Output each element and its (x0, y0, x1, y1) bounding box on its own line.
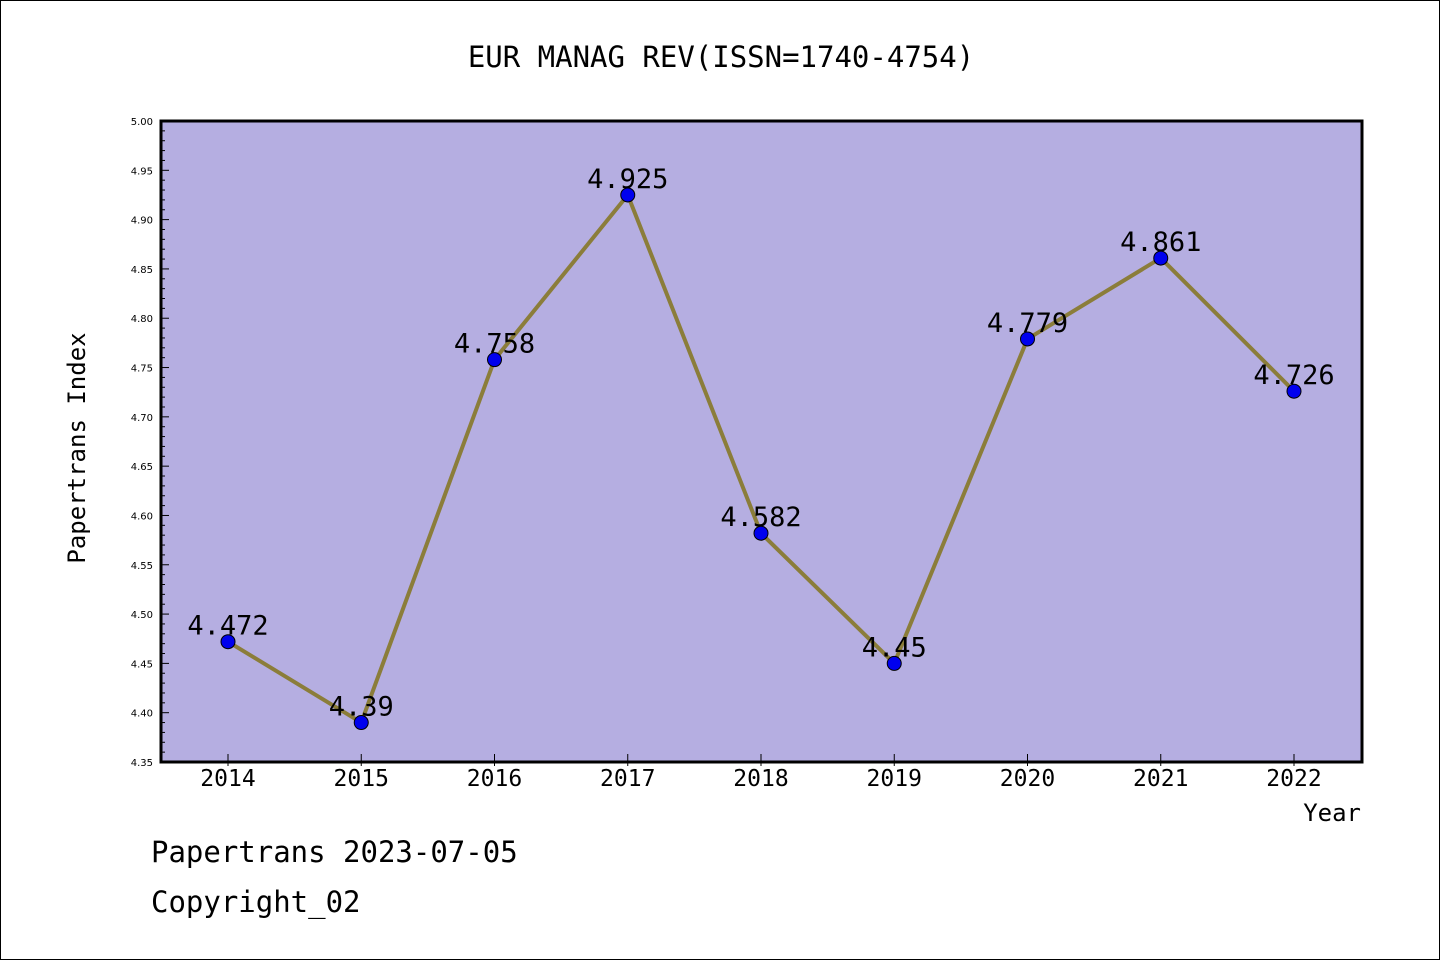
y-tick-label: 4.80 (131, 314, 153, 325)
x-tick-label: 2021 (1133, 766, 1188, 792)
y-tick-label: 4.65 (131, 462, 153, 473)
data-point (487, 352, 502, 368)
footer-date: Papertrans 2023-07-05 (151, 835, 518, 869)
y-axis: 4.35 4.40 4.45 4.50 4.55 4.60 4.65 4.70 4.75 4.80… (131, 117, 169, 769)
y-tick-label: 4.60 (131, 511, 153, 522)
data-label: 4.472 (187, 611, 268, 642)
y-tick-label: 4.90 (131, 216, 153, 227)
x-axis: 2014 2015 2016 2017 2018 2019 2020 2021 2022 (200, 754, 1322, 792)
y-tick-label: 4.40 (131, 709, 153, 720)
x-axis-label: Year (1303, 799, 1361, 827)
data-point (886, 655, 902, 671)
data-point (1020, 331, 1035, 347)
data-label: 4.45 (862, 632, 927, 663)
data-label: 4.582 (720, 502, 801, 533)
data-label: 4.925 (587, 164, 668, 195)
data-point (753, 525, 769, 541)
y-tick-label: 4.75 (131, 364, 153, 375)
footer-copyright: Copyright_02 (151, 885, 361, 919)
y-tick-label: 5.00 (131, 117, 153, 128)
x-tick-label: 2022 (1266, 766, 1321, 792)
y-axis-label: Papertrans Index (63, 332, 91, 563)
data-point (353, 715, 369, 731)
y-tick-label: 4.85 (131, 265, 153, 276)
data-label: 4.758 (454, 329, 535, 360)
y-tick-label: 4.55 (131, 561, 153, 572)
plot-area (159, 119, 1364, 764)
y-tick-label: 4.95 (131, 166, 153, 177)
y-tick-label: 4.45 (131, 659, 153, 670)
x-tick-label: 2016 (467, 766, 522, 792)
y-tick-label: 4.35 (131, 758, 153, 769)
x-tick-label: 2018 (733, 766, 788, 792)
x-tick-label: 2019 (867, 766, 922, 792)
data-label-group: 4.472 4.39 4.758 4.925 4.582 4.45 4.779 4.861 4.… (187, 164, 1334, 723)
data-point (1286, 383, 1302, 399)
data-point (220, 634, 236, 650)
marker-group (220, 187, 1302, 731)
x-tick-label: 2020 (1000, 766, 1055, 792)
plot-background (159, 119, 1364, 764)
data-point (620, 187, 636, 203)
y-tick-label: 4.70 (131, 413, 153, 424)
y-tick-label: 4.50 (131, 610, 153, 621)
x-tick-label: 2017 (600, 766, 655, 792)
data-label: 4.726 (1253, 360, 1334, 391)
x-tick-label: 2014 (200, 766, 255, 792)
x-tick-label: 2015 (334, 766, 389, 792)
data-point (1153, 250, 1169, 266)
data-label: 4.39 (329, 692, 394, 723)
data-label: 4.779 (987, 308, 1068, 339)
chart-title: EUR MANAG REV(ISSN=1740-4754) (468, 40, 974, 74)
data-label: 4.861 (1120, 227, 1201, 258)
